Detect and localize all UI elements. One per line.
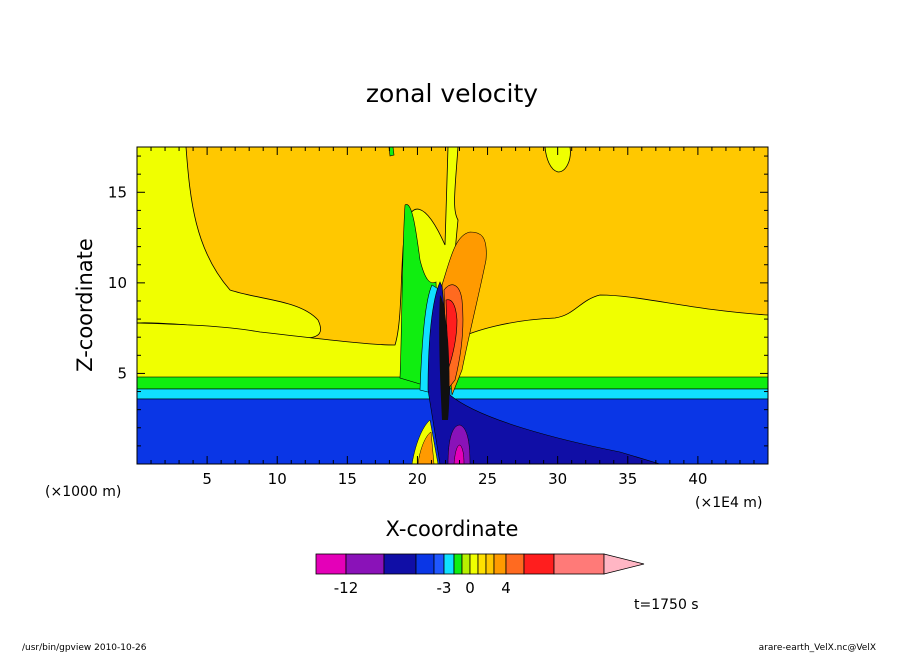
- colorbar-swatch: [553, 553, 605, 575]
- contour-darkblue-core: [427, 281, 661, 464]
- colorbar-swatch: [477, 553, 487, 575]
- colorbar-swatch: [345, 553, 385, 575]
- contour-yellow-top: [544, 147, 571, 173]
- y-axis-ticks: 5 10 15: [108, 155, 768, 447]
- x-tick-label: 40: [688, 470, 707, 488]
- x-tick-label: 30: [548, 470, 567, 488]
- colorbar-swatch: [443, 553, 455, 575]
- plot-area: 5 10 15 20 25 30 35 40 5 10 15: [108, 146, 769, 488]
- contour-green-top: [388, 147, 395, 157]
- colorbar-swatch: [523, 553, 555, 575]
- colorbar-label: -3: [437, 579, 452, 597]
- colorbar-label: 0: [465, 579, 475, 597]
- x-unit-left: (×1000 m): [45, 484, 121, 500]
- y-axis-label: Z-coordinate: [73, 238, 97, 372]
- contour-bottom-magenta: [453, 444, 465, 464]
- x-unit-right: (×1E4 m): [695, 495, 762, 511]
- x-tick-label: 20: [408, 470, 427, 488]
- y-tick-label: 10: [108, 274, 127, 292]
- footer-left: /usr/bin/gpview 2010-10-26: [22, 643, 147, 653]
- chart-title: zonal velocity: [366, 79, 538, 108]
- x-tick-label: 15: [338, 470, 357, 488]
- colorbar-swatch: [493, 553, 507, 575]
- colorbar-arrow: [603, 553, 645, 575]
- colorbar-label: -12: [334, 579, 359, 597]
- plot-frame: [136, 146, 769, 465]
- contour-bottom-orange: [417, 431, 435, 464]
- contour-pink-core: [445, 299, 458, 371]
- colorbar-swatch: [505, 553, 525, 575]
- colorbar-swatch: [461, 553, 471, 575]
- y-tick-label: 15: [108, 183, 127, 201]
- colorbar-swatch: [433, 553, 445, 575]
- colorbar-swatch: [469, 553, 479, 575]
- x-tick-label: 10: [268, 470, 287, 488]
- colorbar: -12 -3 0 4: [315, 553, 645, 597]
- x-tick-label: 25: [478, 470, 497, 488]
- colorbar-swatch: [453, 553, 463, 575]
- colorbar-swatch: [315, 553, 347, 575]
- y-tick-label: 5: [117, 364, 127, 382]
- footer-right: arare-earth_VelX.nc@VelX: [759, 643, 876, 653]
- colorbar-swatch: [485, 553, 495, 575]
- x-axis-ticks: 5 10 15 20 25 30 35 40: [150, 147, 755, 488]
- contour-field: [137, 147, 768, 464]
- x-tick-label: 35: [618, 470, 637, 488]
- contour-black-core: [439, 295, 450, 420]
- colorbar-label: 4: [501, 579, 511, 597]
- contour-bottom-purple: [447, 424, 471, 464]
- colorbar-swatch: [415, 553, 435, 575]
- time-label: t=1750 s: [634, 597, 699, 613]
- x-tick-label: 5: [202, 470, 212, 488]
- colorbar-swatch: [383, 553, 417, 575]
- x-axis-label: X-coordinate: [386, 517, 519, 541]
